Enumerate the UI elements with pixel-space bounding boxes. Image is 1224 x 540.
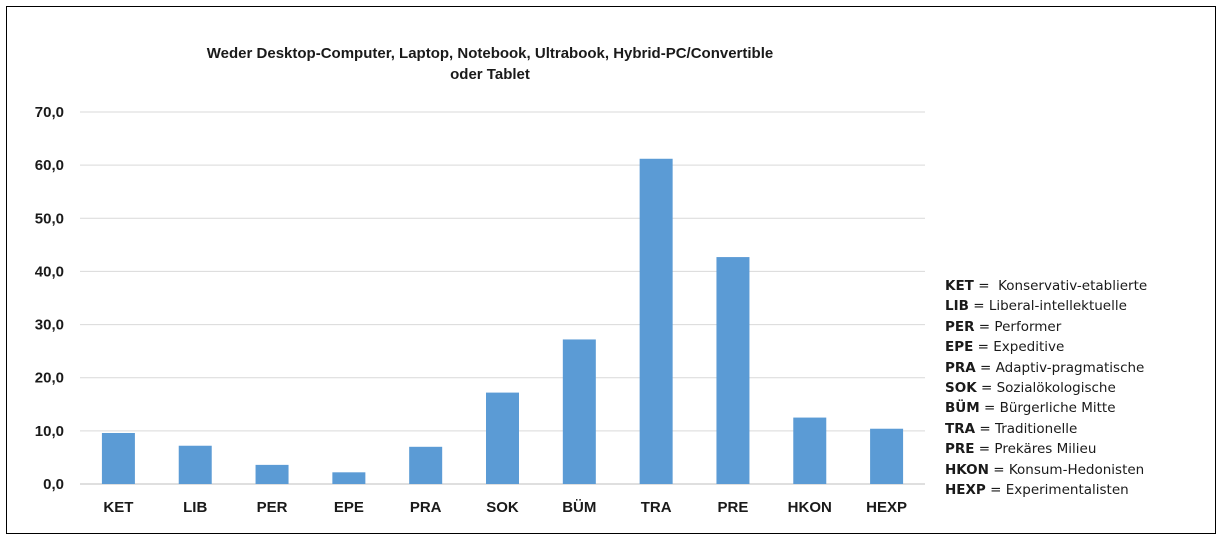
y-axis-ticks: 0,0 10,0 20,0 30,0 40,0 50,0 60,0 70,0 <box>35 104 64 493</box>
bar-hexp <box>870 428 904 484</box>
legend-description: Experimentalisten <box>1005 482 1129 499</box>
x-tick-label: HEXP <box>866 499 907 516</box>
legend-abbr: KET <box>945 278 974 294</box>
bar-büm <box>562 339 596 484</box>
legend-description: Performer <box>994 318 1062 335</box>
legend-entry: EPE = Expeditive <box>945 337 1215 357</box>
legend-entry: PER = Performer <box>945 317 1215 337</box>
legend-entry: TRA = Traditionelle <box>945 419 1215 439</box>
legend-abbr: SOK <box>945 380 977 397</box>
legend-separator: = <box>975 359 996 376</box>
y-tick-label: 30,0 <box>35 317 64 334</box>
legend-separator: = <box>974 441 995 458</box>
bar-per <box>255 464 289 484</box>
chart-title-line-2: oder Tablet <box>450 66 530 83</box>
x-tick-label: PER <box>257 499 288 516</box>
y-tick-label: 60,0 <box>35 157 64 174</box>
legend-separator: = <box>979 400 1000 417</box>
legend-entry: LIB = Liberal-intellektuelle <box>945 296 1215 316</box>
bar-epe <box>332 472 366 484</box>
legend-abbr: PER <box>945 318 975 335</box>
x-axis-ticks: KET LIB PER EPE PRA SOK BÜM TRA PRE HKON HEXP <box>103 499 907 516</box>
legend-abbr: PRE <box>945 441 975 458</box>
legend-separator: = <box>973 278 999 294</box>
x-tick-label: SOK <box>486 499 519 516</box>
gridlines <box>80 111 925 485</box>
x-tick-label: LIB <box>183 499 207 516</box>
y-tick-label: 50,0 <box>35 210 64 227</box>
y-tick-label: 10,0 <box>35 423 64 440</box>
bar-pre <box>716 257 750 484</box>
bar-hkon <box>793 417 827 484</box>
legend-separator: = <box>973 339 994 356</box>
bar-pra <box>409 446 443 484</box>
x-tick-label: PRA <box>410 499 442 516</box>
legend-description: Expeditive <box>993 339 1065 356</box>
x-tick-label: HKON <box>788 499 832 516</box>
legend-abbr: HEXP <box>945 482 986 499</box>
legend-abbr: TRA <box>945 420 976 437</box>
bars <box>101 158 904 484</box>
bar-lib <box>178 445 212 484</box>
x-tick-label: TRA <box>641 499 672 516</box>
legend-description: Traditionelle <box>994 420 1078 437</box>
legend-separator: = <box>975 420 995 437</box>
y-tick-label: 0,0 <box>43 476 64 493</box>
legend-description: Konservativ-etablierte <box>998 278 1148 294</box>
legend-entry: SOK = Sozialökologische <box>945 378 1215 398</box>
legend-abbr: EPE <box>945 339 974 356</box>
legend-entry: PRA = Adaptiv-pragmatische <box>945 358 1215 378</box>
bar-ket <box>101 432 135 484</box>
y-tick-label: 20,0 <box>35 370 64 387</box>
legend-separator: = <box>976 380 997 397</box>
bar-tra <box>639 158 673 484</box>
legend-abbr: HKON <box>945 461 989 478</box>
legend-description: Bürgerliche Mitte <box>999 400 1116 417</box>
x-tick-label: EPE <box>334 499 364 516</box>
bar-sok <box>486 392 519 484</box>
legend-entry: HEXP = Experimentalisten <box>945 480 1215 500</box>
legend-abbr: LIB <box>945 298 969 315</box>
legend-description: Konsum-Hedonisten <box>1008 461 1145 478</box>
legend-description: Prekäres Milieu <box>994 441 1097 458</box>
legend-entry: BÜM = Bürgerliche Mitte <box>945 398 1215 418</box>
x-tick-label: BÜM <box>562 499 596 516</box>
legend-separator: = <box>988 461 1009 478</box>
x-tick-label: KET <box>103 499 133 516</box>
x-tick-label: PRE <box>718 499 749 516</box>
legend: KET = Konservativ-etablierte LIB = Libera… <box>945 276 1215 500</box>
legend-entry: HKON = Konsum-Hedonisten <box>945 460 1215 480</box>
legend-abbr: PRA <box>945 359 976 376</box>
legend-abbr: BÜM <box>945 400 980 417</box>
legend-entry: KET = Konservativ-etablierte <box>945 276 1215 296</box>
legend-description: Liberal-intellektuelle <box>988 298 1127 315</box>
chart-title-line-1: Weder Desktop-Computer, Laptop, Notebook… <box>207 45 773 62</box>
legend-description: Adaptiv-pragmatische <box>995 359 1145 376</box>
legend-separator: = <box>968 298 989 315</box>
legend-separator: = <box>985 482 1006 499</box>
y-tick-label: 70,0 <box>35 104 64 121</box>
legend-description: Sozialökologische <box>996 380 1116 397</box>
y-tick-label: 40,0 <box>35 263 64 280</box>
legend-entry: PRE = Prekäres Milieu <box>945 439 1215 459</box>
legend-separator: = <box>974 318 995 335</box>
